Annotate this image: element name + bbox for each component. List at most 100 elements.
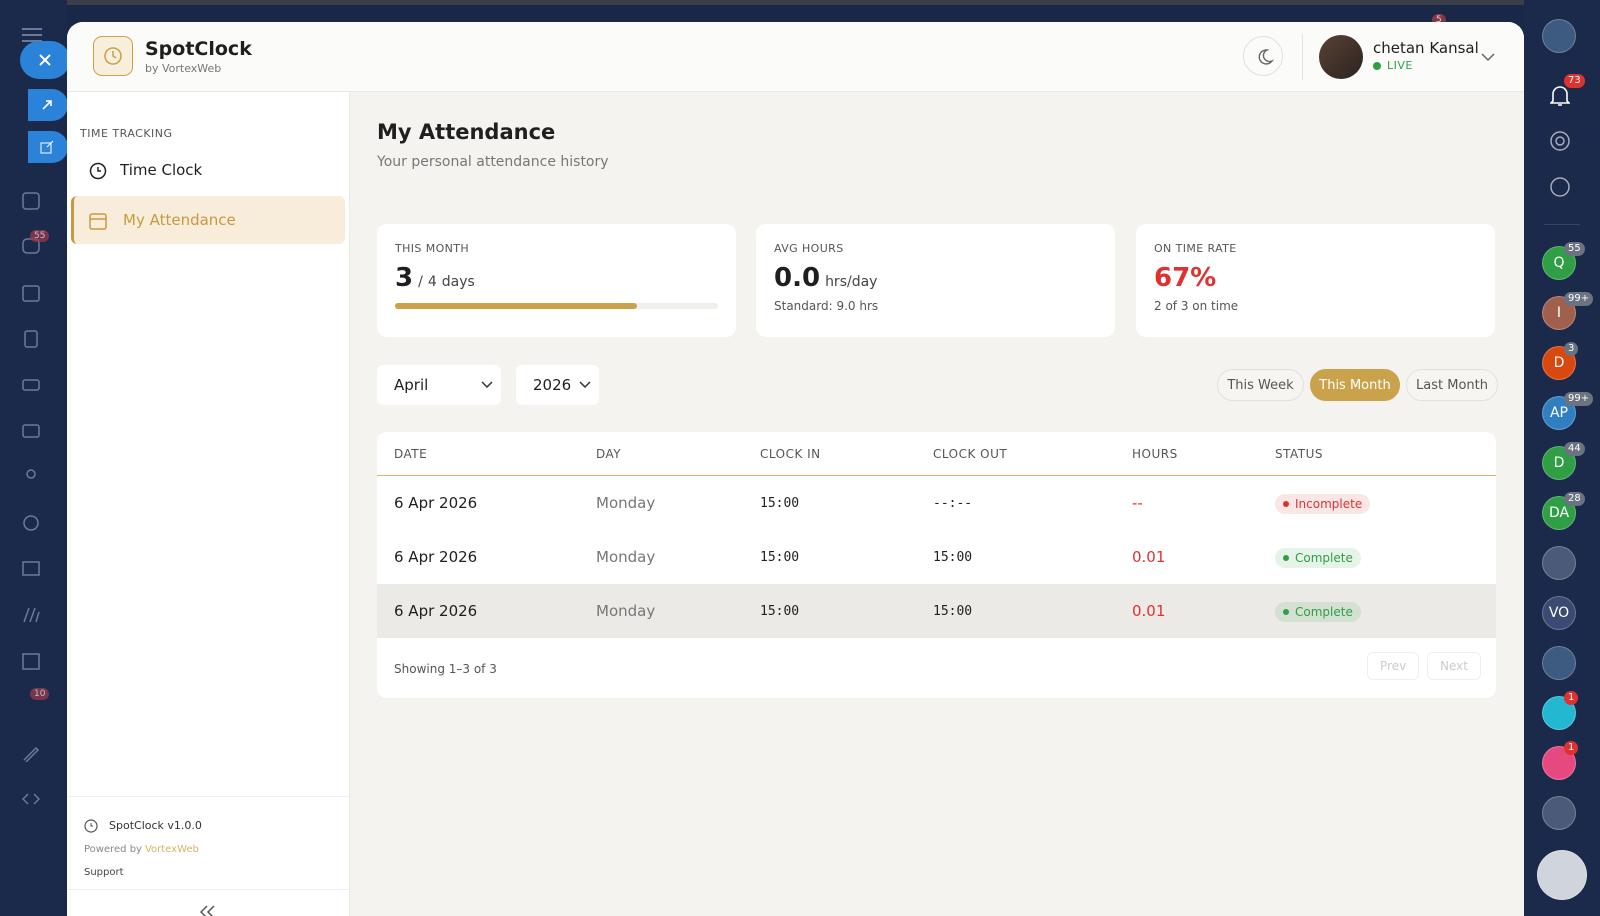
sidebar: TIME TRACKING Time Clock My Attendance S…	[67, 92, 350, 916]
stat-label: THIS MONTH	[395, 242, 470, 255]
column-header: DAY	[596, 446, 622, 461]
badge: 55	[30, 230, 50, 242]
unit: days	[441, 274, 475, 290]
stat-label: AVG HOURS	[774, 242, 844, 255]
icon	[26, 469, 36, 479]
table-header: DATE DAY CLOCK IN CLOCK OUT HOURS STATUS	[377, 432, 1496, 476]
column-header: HOURS	[1132, 446, 1178, 461]
clock-icon	[89, 162, 107, 180]
icon	[23, 607, 40, 623]
nav-item[interactable]: Time Clock	[120, 161, 203, 179]
year-select[interactable]: 2026	[516, 365, 599, 405]
divider	[67, 796, 350, 797]
divider	[1544, 224, 1580, 225]
cell: 6 Apr 2026	[394, 602, 478, 620]
theme-toggle[interactable]	[1243, 36, 1283, 76]
stat-label: ON TIME RATE	[1154, 242, 1237, 255]
badge: 1	[1564, 741, 1579, 755]
icon	[23, 515, 39, 531]
separator	[1302, 34, 1303, 80]
next-button[interactable]: Next	[1427, 652, 1481, 680]
contact-avatar[interactable]: Q	[1542, 246, 1576, 280]
badge: 10	[30, 688, 50, 700]
app-by: by VortexWeb	[145, 62, 222, 75]
value: April	[394, 376, 429, 394]
support-link[interactable]: Support	[84, 867, 124, 878]
contact-avatar[interactable]	[1542, 646, 1576, 680]
icon	[22, 192, 40, 210]
header: SpotClock by VortexWeb chetan Kansal LIV…	[67, 22, 1524, 92]
total: 4	[427, 274, 437, 290]
clock-icon	[84, 819, 98, 833]
table-row: 6 Apr 2026 Monday 15:00 --:-- -- Incomplete	[377, 476, 1496, 530]
cell: 15:00	[933, 549, 973, 565]
table-footer: Showing 1–3 of 3	[394, 662, 497, 676]
stat-card: AVG HOURS 0.0 hrs/day Standard: 9.0 hrs	[756, 224, 1115, 337]
cell: Complete	[1275, 547, 1496, 568]
badge: 28	[1564, 492, 1585, 506]
profile-avatar	[1542, 19, 1576, 53]
contact-avatar[interactable]: VO	[1542, 596, 1576, 630]
cell: Incomplete	[1275, 493, 1496, 514]
prev-button[interactable]: Prev	[1367, 652, 1420, 680]
icon	[22, 793, 40, 805]
user-status: LIVE	[1387, 59, 1413, 72]
divider	[67, 889, 350, 890]
cell: Monday	[596, 602, 656, 620]
chat-menu-button[interactable]	[1537, 850, 1587, 900]
menu-icon	[22, 28, 42, 42]
badge: 44	[1564, 442, 1585, 456]
app-icon[interactable]	[1542, 696, 1576, 730]
open-button[interactable]	[28, 131, 68, 163]
nav-item[interactable]: My Attendance	[71, 196, 345, 244]
stat-note: Standard: 9.0 hrs	[774, 299, 879, 313]
contact-avatar	[1542, 796, 1576, 830]
badge: 73	[1564, 74, 1585, 88]
right-rail: 73 Q 55 I 99+ D 3 AP 99+ D 44 DA 28 VO 1 1	[1524, 0, 1600, 916]
close-button[interactable]	[20, 41, 70, 79]
nav-section: TIME TRACKING	[80, 127, 173, 140]
modal: SpotClock by VortexWeb chetan Kansal LIV…	[67, 22, 1524, 916]
cell: Complete	[1275, 601, 1496, 622]
badge: 1	[1564, 691, 1579, 705]
range-button[interactable]: This Month	[1310, 369, 1400, 401]
bell-icon[interactable]	[1550, 85, 1570, 107]
badge: 3	[1564, 342, 1579, 356]
status-text: Incomplete	[1295, 496, 1363, 511]
page-title: My Attendance	[377, 120, 556, 144]
range-button[interactable]: Last Month	[1406, 369, 1498, 401]
progress-fill	[395, 303, 638, 309]
user-name: chetan Kansal	[1373, 39, 1479, 57]
table-row: 6 Apr 2026 Monday 15:00 15:00 0.01 Complete	[377, 530, 1496, 584]
badge: 99+	[1564, 392, 1594, 406]
column-header: CLOCK OUT	[933, 446, 1008, 461]
badge: 55	[1564, 242, 1585, 256]
cell: 0.01	[1132, 602, 1166, 620]
collapse-button[interactable]	[200, 905, 216, 916]
powered-link[interactable]: VortexWeb	[144, 844, 199, 855]
cell: Monday	[596, 548, 656, 566]
top-strip	[0, 0, 1600, 5]
range-button[interactable]: This Week	[1217, 369, 1304, 401]
status-dot	[1283, 608, 1289, 615]
cell: --:--	[933, 495, 973, 511]
unit: hrs/day	[825, 274, 878, 290]
app-name: SpotClock	[145, 38, 252, 60]
status-text: Complete	[1295, 550, 1353, 565]
link-button[interactable]	[28, 89, 68, 121]
icon	[22, 424, 40, 438]
calendar-icon	[89, 213, 107, 230]
month-select[interactable]: April	[377, 365, 501, 405]
version: SpotClock v1.0.0	[109, 819, 202, 832]
status-text: Complete	[1295, 604, 1353, 619]
stat-value: 0.0 hrs/day	[774, 263, 1097, 293]
status-pill: Complete	[1275, 601, 1361, 622]
contact-avatar[interactable]	[1542, 546, 1576, 580]
status-dot	[1283, 554, 1289, 561]
cell: Monday	[596, 494, 656, 512]
table-body: 6 Apr 2026 Monday 15:00 --:-- -- Incomplete 6 …	[377, 476, 1496, 638]
user-menu-chevron[interactable]	[1481, 52, 1495, 62]
status-pill: Incomplete	[1275, 493, 1371, 514]
column-header: CLOCK IN	[760, 446, 821, 461]
icon	[22, 561, 40, 576]
